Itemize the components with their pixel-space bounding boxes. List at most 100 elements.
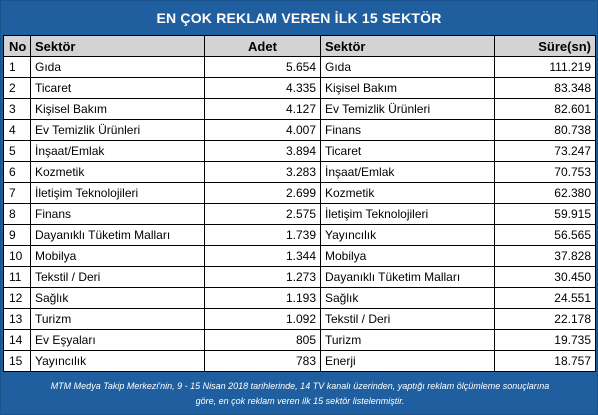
rank-cell: 7 [3,182,31,204]
sector-by-duration-cell: Gıda [320,56,495,78]
sector-by-duration-cell: Kişisel Bakım [320,77,495,99]
rank-cell: 12 [3,287,31,309]
sector-by-duration-cell: İnşaat/Emlak [320,161,495,183]
duration-cell: 80.738 [494,119,596,141]
sector-by-count-cell: Gıda [30,56,205,78]
sector-by-duration-cell: Ev Temizlik Ürünleri [320,98,495,120]
count-cell: 783 [204,350,321,372]
sector-by-count-cell: Sağlık [30,287,205,309]
table-body: 1 Gıda 5.654 Gıda 111.219 2 Ticaret 4.335 Kişise… [3,56,596,372]
count-cell: 3.283 [204,161,321,183]
rank-cell: 2 [3,77,31,99]
sector-by-duration-cell: Tekstil / Deri [320,308,495,330]
sector-by-duration-cell: Ticaret [320,140,495,162]
rank-cell: 3 [3,98,31,120]
sector-by-count-cell: Mobilya [30,245,205,267]
table-row: 12 Sağlık 1.193 Sağlık 24.551 [3,287,596,309]
sector-by-count-cell: Ev Temizlik Ürünleri [30,119,205,141]
sector-by-duration-cell: Kozmetik [320,182,495,204]
table-row: 11 Tekstil / Deri 1.273 Dayanıklı Tüketim M… [3,266,596,288]
count-cell: 4.007 [204,119,321,141]
table-row: 7 İletişim Teknolojileri 2.699 Kozmetik 62.3… [3,182,596,204]
count-cell: 805 [204,329,321,351]
rank-cell: 1 [3,56,31,78]
rank-cell: 13 [3,308,31,330]
duration-cell: 73.247 [494,140,596,162]
duration-cell: 70.753 [494,161,596,183]
table-row: 10 Mobilya 1.344 Mobilya 37.828 [3,245,596,267]
sector-by-count-cell: Yayıncılık [30,350,205,372]
table-row: 5 İnşaat/Emlak 3.894 Ticaret 73.247 [3,140,596,162]
header-row: No Sektör Adet Sektör Süre(sn) [3,35,596,57]
table-row: 6 Kozmetik 3.283 İnşaat/Emlak 70.753 [3,161,596,183]
table-row: 14 Ev Eşyaları 805 Turizm 19.735 [3,329,596,351]
sector-by-duration-cell: İletişim Teknolojileri [320,203,495,225]
rank-cell: 11 [3,266,31,288]
rank-cell: 10 [3,245,31,267]
duration-cell: 83.348 [494,77,596,99]
count-cell: 1.739 [204,224,321,246]
count-cell: 4.127 [204,98,321,120]
sector-by-count-cell: Tekstil / Deri [30,266,205,288]
sector-by-duration-cell: Enerji [320,350,495,372]
sector-by-duration-cell: Yayıncılık [320,224,495,246]
sector-by-duration-cell: Mobilya [320,245,495,267]
sector-by-duration-cell: Finans [320,119,495,141]
count-cell: 2.699 [204,182,321,204]
sector-by-count-cell: Kozmetik [30,161,205,183]
count-cell: 1.344 [204,245,321,267]
sector-by-count-cell: İletişim Teknolojileri [30,182,205,204]
sector-by-count-cell: Dayanıklı Tüketim Malları [30,224,205,246]
duration-cell: 30.450 [494,266,596,288]
count-cell: 4.335 [204,77,321,99]
table-row: 3 Kişisel Bakım 4.127 Ev Temizlik Ürünleri 8… [3,98,596,120]
rank-cell: 6 [3,161,31,183]
duration-cell: 18.757 [494,350,596,372]
sector-by-count-cell: İnşaat/Emlak [30,140,205,162]
duration-cell: 82.601 [494,98,596,120]
rank-cell: 4 [3,119,31,141]
count-cell: 5.654 [204,56,321,78]
count-cell: 1.273 [204,266,321,288]
sector-by-count-cell: Kişisel Bakım [30,98,205,120]
duration-cell: 56.565 [494,224,596,246]
duration-cell: 37.828 [494,245,596,267]
source-note-line-1: MTM Medya Takip Merkezi'nin, 9 - 15 Nisa… [50,381,550,391]
rank-cell: 9 [3,224,31,246]
duration-cell: 19.735 [494,329,596,351]
rank-cell: 15 [3,350,31,372]
duration-cell: 24.551 [494,287,596,309]
duration-cell: 62.380 [494,182,596,204]
table-row: 8 Finans 2.575 İletişim Teknolojileri 59.915 [3,203,596,225]
duration-cell: 59.915 [494,203,596,225]
table-row: 13 Turizm 1.092 Tekstil / Deri 22.178 [3,308,596,330]
count-cell: 1.193 [204,287,321,309]
rank-cell: 14 [3,329,31,351]
table-row: 2 Ticaret 4.335 Kişisel Bakım 83.348 [3,77,596,99]
table-title: EN ÇOK REKLAM VEREN İLK 15 SEKTÖR [156,10,442,26]
header-adet: Adet [204,35,321,57]
source-note: MTM Medya Takip Merkezi'nin, 9 - 15 Nisa… [1,374,598,414]
count-cell: 2.575 [204,203,321,225]
rank-cell: 5 [3,140,31,162]
sector-by-duration-cell: Turizm [320,329,495,351]
duration-cell: 111.219 [494,56,596,78]
header-no: No [3,35,31,57]
header-sektor-adet: Sektör [30,35,205,57]
rank-cell: 8 [3,203,31,225]
table-row: 15 Yayıncılık 783 Enerji 18.757 [3,350,596,372]
sector-ranking-table: No Sektör Adet Sektör Süre(sn) 1 Gıda 5.65… [3,35,596,372]
sector-by-count-cell: Ticaret [30,77,205,99]
duration-cell: 22.178 [494,308,596,330]
count-cell: 1.092 [204,308,321,330]
sector-by-duration-cell: Sağlık [320,287,495,309]
table-row: 9 Dayanıklı Tüketim Malları 1.739 Yayıncılı… [3,224,596,246]
table-row: 4 Ev Temizlik Ürünleri 4.007 Finans 80.738 [3,119,596,141]
table-row: 1 Gıda 5.654 Gıda 111.219 [3,56,596,78]
sector-by-count-cell: Finans [30,203,205,225]
sector-by-count-cell: Ev Eşyaları [30,329,205,351]
source-note-line-2: göre, en çok reklam veren ilk 15 sektör … [195,396,405,406]
header-sektor-sure: Sektör [320,35,495,57]
header-sure: Süre(sn) [494,35,596,57]
